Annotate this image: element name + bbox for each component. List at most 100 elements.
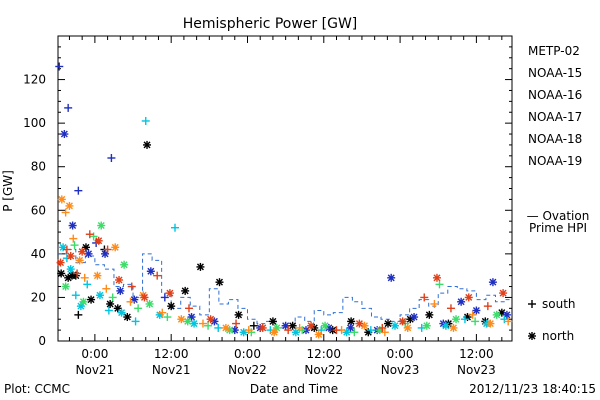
data-point-noaa-19 (446, 304, 455, 313)
data-point-noaa-18 (65, 201, 74, 210)
data-point-metp-02 (106, 299, 115, 308)
data-point-noaa-16 (170, 223, 179, 232)
data-point-metp-02 (87, 295, 96, 304)
legend-entry-noaa-15: NOAA-15 (528, 66, 582, 80)
data-point-noaa-19 (483, 302, 492, 311)
data-point-noaa-15 (116, 286, 125, 295)
data-point-noaa-19 (103, 245, 112, 254)
data-point-noaa-19 (355, 319, 364, 328)
data-point-metp-02 (196, 262, 205, 271)
marker-legend-symbol (528, 332, 536, 340)
x-tick-label-time: 0:00 (81, 347, 108, 361)
data-point-noaa-18 (486, 319, 495, 328)
data-point-noaa-18 (468, 310, 477, 319)
data-point-noaa-17 (108, 293, 117, 302)
data-point-noaa-15 (84, 249, 93, 258)
data-point-noaa-16 (141, 116, 150, 125)
data-point-noaa-15 (472, 306, 481, 315)
data-point-noaa-16 (71, 291, 80, 300)
data-point-noaa-19 (153, 271, 162, 280)
data-point-noaa-19 (73, 269, 82, 278)
data-point-noaa-18 (504, 317, 513, 326)
data-point-metp-02 (113, 304, 122, 313)
marker-legend-symbol (528, 300, 536, 308)
data-point-metp-02 (425, 310, 434, 319)
data-point-metp-02 (167, 302, 176, 311)
data-point-noaa-15 (160, 293, 169, 302)
legend-entry-noaa-17: NOAA-17 (528, 110, 582, 124)
data-point-noaa-16 (441, 321, 450, 330)
data-point-noaa-16 (83, 280, 92, 289)
data-point-metp-02 (249, 321, 258, 330)
y-tick-label: 100 (23, 116, 46, 130)
data-point-noaa-19 (56, 258, 65, 267)
data-point-noaa-19 (307, 321, 316, 330)
data-point-noaa-18 (221, 323, 230, 332)
data-point-noaa-15 (74, 186, 83, 195)
data-point-noaa-18 (403, 323, 412, 332)
model-legend-label-line2: Prime HPI (529, 221, 587, 235)
data-point-noaa-18 (57, 195, 66, 204)
data-point-metp-02 (384, 319, 393, 328)
data-point-noaa-19 (85, 230, 94, 239)
legend-entry-noaa-19: NOAA-19 (528, 154, 582, 168)
data-point-noaa-18 (69, 234, 78, 243)
data-point-noaa-17 (145, 299, 154, 308)
y-axis-label: P [GW] (1, 170, 15, 212)
data-point-noaa-19 (115, 276, 124, 284)
data-point-noaa-16 (117, 308, 126, 317)
data-point-noaa-17 (183, 317, 192, 326)
data-point-noaa-19 (499, 289, 508, 298)
data-point-noaa-19 (184, 304, 193, 313)
plot-frame (57, 35, 513, 342)
footer-timestamp: 2012/11/23 18:40:15 (469, 382, 596, 396)
data-point-noaa-15 (60, 130, 69, 139)
data-point-noaa-19 (62, 245, 71, 254)
x-tick-label-time: 0:00 (387, 347, 414, 361)
data-point-noaa-19 (66, 252, 75, 261)
data-point-noaa-16 (66, 265, 75, 274)
data-point-noaa-18 (244, 326, 253, 335)
data-point-noaa-19 (420, 293, 429, 302)
data-point-noaa-18 (270, 328, 279, 337)
x-tick-label-date: Nov23 (381, 363, 420, 377)
data-point-noaa-17 (70, 241, 79, 250)
data-point-noaa-17 (350, 328, 359, 337)
data-point-noaa-18 (158, 308, 167, 317)
data-point-metp-02 (57, 269, 66, 278)
data-point-noaa-19 (165, 289, 174, 298)
footer-plot-credit: Plot: CCMC (4, 382, 70, 396)
data-point-noaa-18 (449, 323, 458, 332)
legend-entry-noaa-16: NOAA-16 (528, 88, 582, 102)
data-point-noaa-19 (127, 282, 136, 291)
data-point-noaa-19 (140, 293, 149, 302)
data-point-noaa-16 (190, 319, 199, 328)
data-point-metp-02 (268, 317, 277, 326)
data-point-noaa-17 (79, 297, 88, 306)
data-point-noaa-16 (131, 317, 140, 326)
data-point-noaa-19 (258, 323, 267, 332)
data-point-noaa-16 (366, 326, 375, 335)
data-point-noaa-16 (95, 291, 104, 300)
data-point-noaa-19 (464, 293, 473, 302)
data-point-noaa-18 (430, 299, 439, 308)
data-point-noaa-19 (378, 323, 387, 332)
data-point-noaa-18 (111, 243, 120, 252)
data-point-noaa-17 (163, 313, 172, 322)
y-tick-label: 0 (38, 334, 46, 348)
data-point-metp-02 (123, 313, 132, 322)
x-axis-label: Date and Time (250, 382, 338, 396)
y-tick-label: 80 (31, 160, 46, 174)
data-point-noaa-15 (68, 221, 77, 230)
x-tick-label-time: 0:00 (234, 347, 261, 361)
data-point-noaa-17 (435, 280, 444, 289)
data-point-noaa-17 (321, 321, 330, 330)
data-point-noaa-15 (387, 273, 396, 282)
data-point-noaa-15 (55, 62, 64, 71)
x-tick-label-date: Nov23 (457, 363, 496, 377)
data-point-noaa-19 (206, 315, 215, 324)
data-point-noaa-16 (104, 306, 113, 315)
x-tick-label-date: Nov22 (304, 363, 343, 377)
marker-legend-south: south (542, 297, 576, 311)
